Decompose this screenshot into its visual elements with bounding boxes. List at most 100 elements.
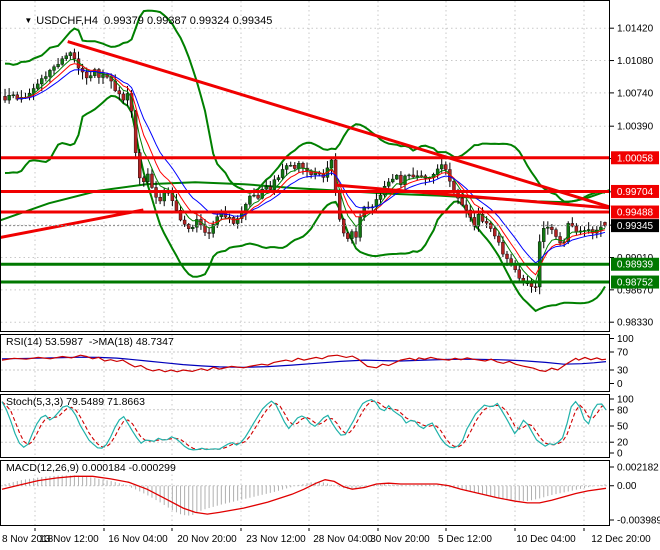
candle-body xyxy=(7,95,11,101)
candle-body xyxy=(84,71,89,79)
candle-body xyxy=(260,189,264,199)
candle-body xyxy=(44,76,48,79)
chart-title: ▼ USDCHF,H4 0.99379 0.99387 0.99324 0.993… xyxy=(6,3,272,39)
price-axis-label: 1.00740 xyxy=(617,88,654,99)
candle-body xyxy=(40,78,44,85)
candle-body xyxy=(533,286,538,288)
candle-body xyxy=(546,226,550,229)
candle-body xyxy=(603,222,607,226)
time-axis-label: 13 Nov 12:00 xyxy=(39,534,99,545)
rsi-panel: RSI(14) 53.5987 ->MA(18) 48.7347 100 70 30… xyxy=(0,334,660,393)
candle-body xyxy=(444,164,448,170)
candle-body xyxy=(468,209,472,218)
candle-body xyxy=(497,235,501,243)
rsi-ma-line xyxy=(1,356,607,368)
candle-body xyxy=(280,169,285,178)
macd-signal-line xyxy=(1,475,607,515)
time-axis-label: 23 Nov 12:00 xyxy=(246,534,306,545)
candle-body xyxy=(178,210,183,221)
candle-body xyxy=(464,204,468,211)
candle-body xyxy=(121,93,126,101)
price-level-badge-label: 0.98752 xyxy=(617,278,654,289)
candle-body xyxy=(493,228,497,237)
candle-body xyxy=(272,179,277,190)
candle-body xyxy=(386,181,391,187)
macd-axis-label: 0.00 xyxy=(617,481,637,492)
candle-body xyxy=(342,219,346,234)
candle-body xyxy=(158,197,162,202)
candle-body xyxy=(501,242,505,255)
candle-body xyxy=(89,75,93,79)
price-level-badge xyxy=(611,205,659,219)
candle-body xyxy=(378,194,383,200)
rsi-canvas[interactable]: 100 70 30 0 xyxy=(0,334,660,393)
candle-body xyxy=(162,192,166,202)
time-axis-label: 20 Nov 20:00 xyxy=(177,534,237,545)
candle-body xyxy=(3,96,7,101)
time-axis-ticks xyxy=(34,528,585,531)
price-level-badge xyxy=(611,219,659,233)
candle-body xyxy=(554,229,558,237)
stoch-axis-label: 20 xyxy=(617,438,629,449)
candle-body xyxy=(264,186,268,190)
bollinger-lower-band xyxy=(4,94,606,313)
macd-canvas[interactable]: 0.002182 0.00 -0.003989 xyxy=(0,460,660,528)
candle-body xyxy=(480,214,485,222)
rsi-axis-label: 30 xyxy=(617,366,629,377)
candle-body xyxy=(391,178,395,183)
candle-body xyxy=(289,165,293,167)
stoch-main-line xyxy=(1,398,607,451)
price-level-badge-label: 0.99704 xyxy=(617,187,654,198)
candle-body xyxy=(146,173,150,182)
price-level-badge xyxy=(611,184,659,198)
price-level-badge-label: 0.98939 xyxy=(617,260,654,271)
candle-body xyxy=(407,174,411,177)
panel-border xyxy=(0,334,610,392)
macd-axis-label: 0.002182 xyxy=(617,463,659,474)
macd-panel: MACD(12,26,9) 0.000184 -0.000299 0.00218… xyxy=(0,460,660,528)
candle-body xyxy=(517,269,521,279)
candle-body xyxy=(350,231,354,239)
moving-average-line xyxy=(17,63,606,276)
candle-body xyxy=(452,180,456,192)
candle-body xyxy=(52,66,56,71)
candle-body xyxy=(293,165,297,169)
price-level-badge xyxy=(611,151,659,165)
candle-body xyxy=(235,218,240,224)
candle-body xyxy=(142,177,146,182)
candle-body xyxy=(329,159,334,169)
time-axis-label: 28 Nov 04:00 xyxy=(313,534,373,545)
candle-body xyxy=(415,175,419,178)
trendline[interactable] xyxy=(67,40,611,209)
candle-body xyxy=(354,231,358,238)
candle-body xyxy=(72,52,77,59)
trendline[interactable] xyxy=(0,208,144,239)
symbol-dropdown-icon[interactable]: ▼ xyxy=(24,16,33,25)
time-axis-label: 8 Nov 2018 xyxy=(2,534,54,545)
candle-body xyxy=(252,194,256,197)
time-axis-label: 12 Dec 20:00 xyxy=(591,534,651,545)
symbol-label: USDCHF,H4 xyxy=(36,15,98,27)
stoch-axis-label: 50 xyxy=(617,422,629,433)
rsi-axis-label: 100 xyxy=(617,334,634,345)
candle-body xyxy=(186,224,191,229)
candle-body xyxy=(284,165,289,170)
candle-body xyxy=(15,94,19,100)
stoch-axis-label: 0 xyxy=(617,449,623,460)
panel-border xyxy=(0,460,610,526)
candle-body xyxy=(150,173,154,188)
candle-body xyxy=(399,174,403,185)
rsi-label: RSI(14) 53.5987 ->MA(18) 48.7347 xyxy=(6,336,174,348)
candle-body xyxy=(542,228,546,242)
main-chart-canvas[interactable]: 1.014201.010801.007401.003901.000500.997… xyxy=(0,0,660,333)
stoch-signal-line xyxy=(1,400,607,451)
candle-body xyxy=(64,55,68,59)
panel-border xyxy=(0,0,610,332)
candle-body xyxy=(476,214,481,227)
trendline[interactable] xyxy=(335,183,611,210)
candle-body xyxy=(11,94,15,97)
price-level-badge-label: 0.99345 xyxy=(617,221,654,232)
price-axis-label: 1.00390 xyxy=(617,122,654,133)
candle-body xyxy=(174,200,179,211)
